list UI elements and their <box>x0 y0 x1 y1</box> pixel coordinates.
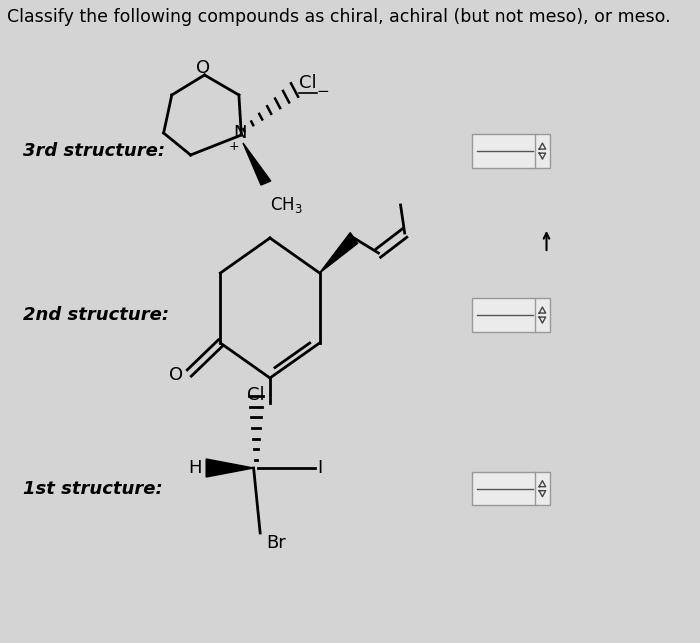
Text: +: + <box>229 140 239 152</box>
Polygon shape <box>243 143 271 185</box>
Text: O: O <box>169 366 183 384</box>
Polygon shape <box>206 459 253 477</box>
FancyBboxPatch shape <box>473 298 550 332</box>
Text: O: O <box>196 59 210 77</box>
Text: Cl: Cl <box>299 74 316 92</box>
FancyBboxPatch shape <box>473 134 550 168</box>
Text: CH$_3$: CH$_3$ <box>270 195 302 215</box>
Text: Br: Br <box>266 534 286 552</box>
Text: H: H <box>188 459 202 477</box>
Text: Cl: Cl <box>247 386 265 404</box>
Polygon shape <box>320 233 358 273</box>
Text: 2nd structure:: 2nd structure: <box>23 306 169 324</box>
Text: N: N <box>233 124 246 142</box>
Text: −: − <box>316 84 330 98</box>
Text: 1st structure:: 1st structure: <box>23 480 162 498</box>
FancyBboxPatch shape <box>473 472 550 505</box>
Text: 3rd structure:: 3rd structure: <box>23 142 165 160</box>
Text: Classify the following compounds as chiral, achiral (but not meso), or meso.: Classify the following compounds as chir… <box>6 8 670 26</box>
Text: I: I <box>317 459 323 477</box>
